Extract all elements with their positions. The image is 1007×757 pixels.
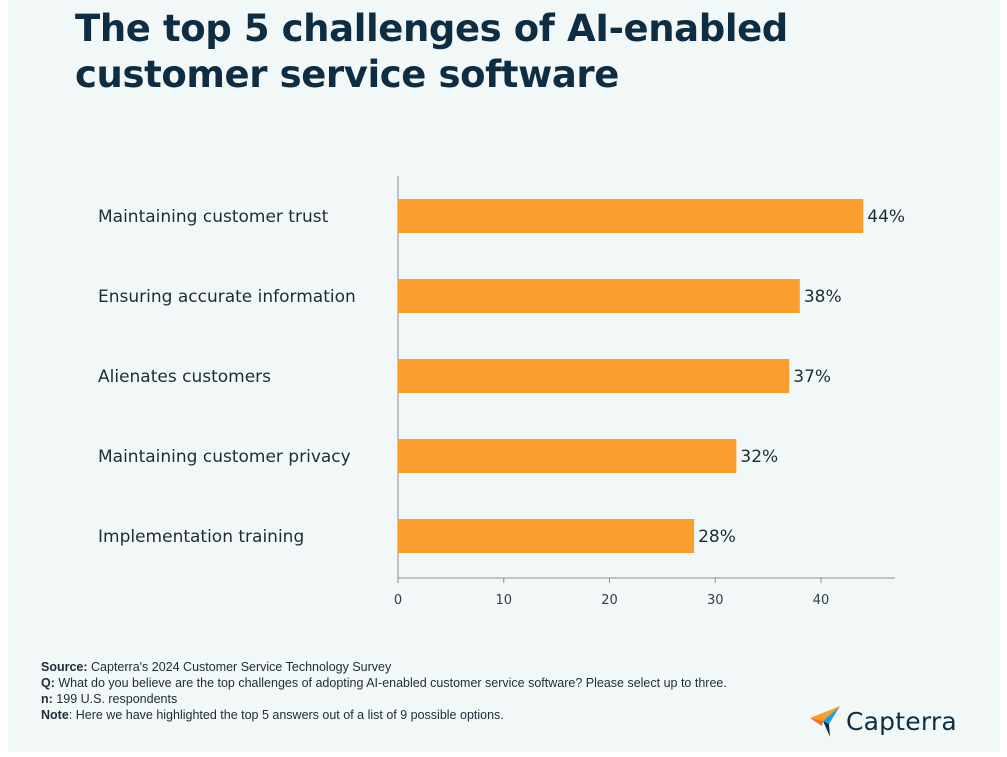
x-tick-label: 10 bbox=[495, 593, 512, 608]
category-label: Maintaining customer trust bbox=[98, 207, 329, 227]
highlight-note: Note: Here we have highlighted the top 5… bbox=[41, 707, 781, 723]
logo-wordmark: Capterra bbox=[846, 706, 957, 736]
question-note: Q: What do you believe are the top chall… bbox=[41, 675, 781, 691]
sample-size-text: 199 U.S. respondents bbox=[52, 692, 178, 706]
bar bbox=[398, 439, 737, 473]
bar bbox=[398, 279, 800, 313]
chart-footnotes: Source: Capterra's 2024 Customer Service… bbox=[41, 659, 781, 723]
data-label: 37% bbox=[793, 367, 831, 387]
source-text: Capterra's 2024 Customer Service Technol… bbox=[87, 660, 392, 674]
chart-title-line-2: customer service software bbox=[75, 53, 619, 96]
chart-axes: 0 10 20 30 40 bbox=[394, 176, 895, 608]
capterra-arrow-icon bbox=[810, 706, 840, 737]
sample-size-note: n: 199 U.S. respondents bbox=[41, 691, 781, 707]
data-label: 28% bbox=[698, 527, 736, 547]
data-label: 32% bbox=[740, 447, 778, 467]
bar bbox=[398, 199, 864, 233]
data-label: 38% bbox=[804, 287, 842, 307]
x-tick-label: 20 bbox=[601, 593, 618, 608]
bar bbox=[398, 359, 790, 393]
category-label: Implementation training bbox=[98, 527, 304, 547]
chart-bars bbox=[398, 199, 864, 553]
chart-title-line-1: The top 5 challenges of AI-enabled bbox=[75, 7, 788, 50]
bar-chart: 0 10 20 30 40 Maintaining customer trust 44% E… bbox=[98, 176, 905, 608]
chart-labels: Maintaining customer trust 44% Ensuring ac… bbox=[98, 207, 905, 547]
question-text: What do you believe are the top challeng… bbox=[54, 676, 727, 690]
source-label: Source: bbox=[41, 660, 88, 674]
capterra-logo: Capterra bbox=[808, 703, 957, 739]
question-label: Q: bbox=[41, 676, 55, 690]
category-label: Maintaining customer privacy bbox=[98, 447, 351, 467]
note-label: Note bbox=[41, 708, 69, 722]
sample-size-label: n: bbox=[41, 692, 53, 706]
chart-title: The top 5 challenges of AI-enabled custo… bbox=[75, 6, 955, 98]
source-note: Source: Capterra's 2024 Customer Service… bbox=[41, 659, 781, 675]
x-tick-label: 0 bbox=[394, 593, 402, 608]
category-label: Alienates customers bbox=[98, 367, 271, 387]
data-label: 44% bbox=[867, 207, 905, 227]
note-text: : Here we have highlighted the top 5 ans… bbox=[68, 708, 504, 722]
category-label: Ensuring accurate information bbox=[98, 287, 356, 307]
x-tick-label: 40 bbox=[813, 593, 830, 608]
bar bbox=[398, 519, 695, 553]
x-tick-label: 30 bbox=[707, 593, 724, 608]
